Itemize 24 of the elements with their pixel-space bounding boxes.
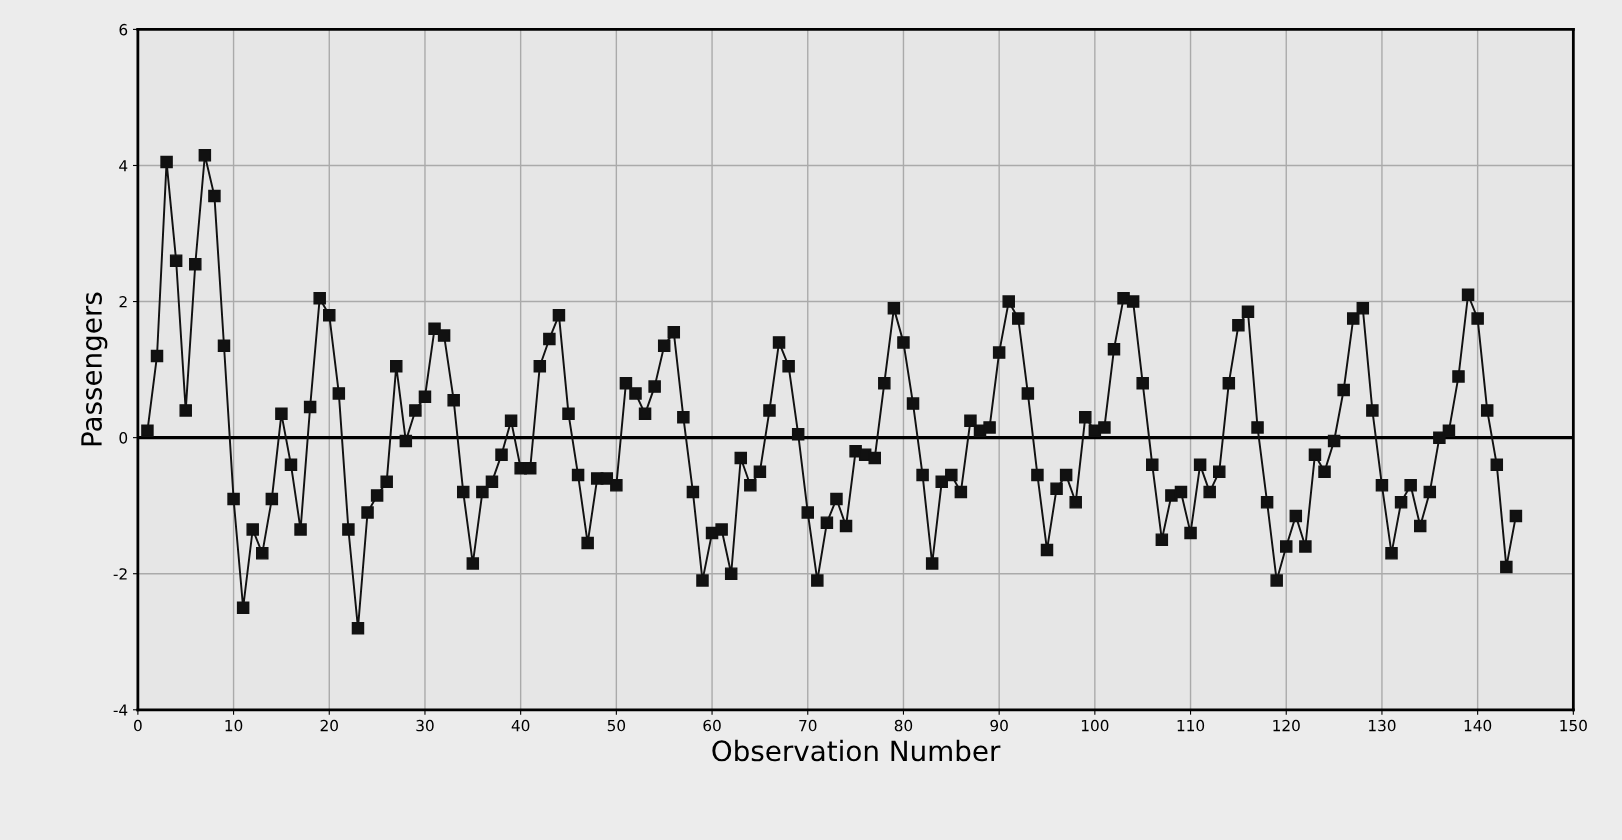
x-tick-label: 150 bbox=[1560, 719, 1587, 732]
x-tick-label: 90 bbox=[990, 719, 1008, 732]
x-tick-label: 100 bbox=[1081, 719, 1109, 732]
x-tick-label: 110 bbox=[1177, 719, 1205, 732]
x-tick-label: 60 bbox=[703, 719, 721, 732]
y-axis-title: Passengers bbox=[81, 292, 108, 446]
x-tick-label: 30 bbox=[416, 719, 434, 732]
x-tick-label: 10 bbox=[225, 719, 243, 732]
x-tick-label: 130 bbox=[1369, 719, 1396, 732]
x-tick-label: 20 bbox=[320, 719, 338, 732]
x-tick-label: 0 bbox=[134, 719, 142, 732]
y-tick-label: 4 bbox=[119, 160, 128, 172]
x-tick-label: 70 bbox=[799, 719, 817, 732]
x-tick-label: 80 bbox=[894, 719, 913, 732]
x-tick-label: 140 bbox=[1464, 719, 1492, 732]
y-tick-label: 6 bbox=[119, 23, 128, 36]
y-tick-label: 0 bbox=[119, 432, 128, 444]
y-tick-label: 2 bbox=[119, 296, 127, 308]
x-tick-label: 50 bbox=[607, 719, 626, 732]
x-tick-label: 120 bbox=[1273, 719, 1300, 732]
x-tick-label: 40 bbox=[511, 719, 530, 732]
y-tick-label: -2 bbox=[113, 568, 127, 580]
y-tick-label: -4 bbox=[113, 704, 128, 716]
x-axis-title: Observation Number bbox=[712, 739, 1001, 762]
